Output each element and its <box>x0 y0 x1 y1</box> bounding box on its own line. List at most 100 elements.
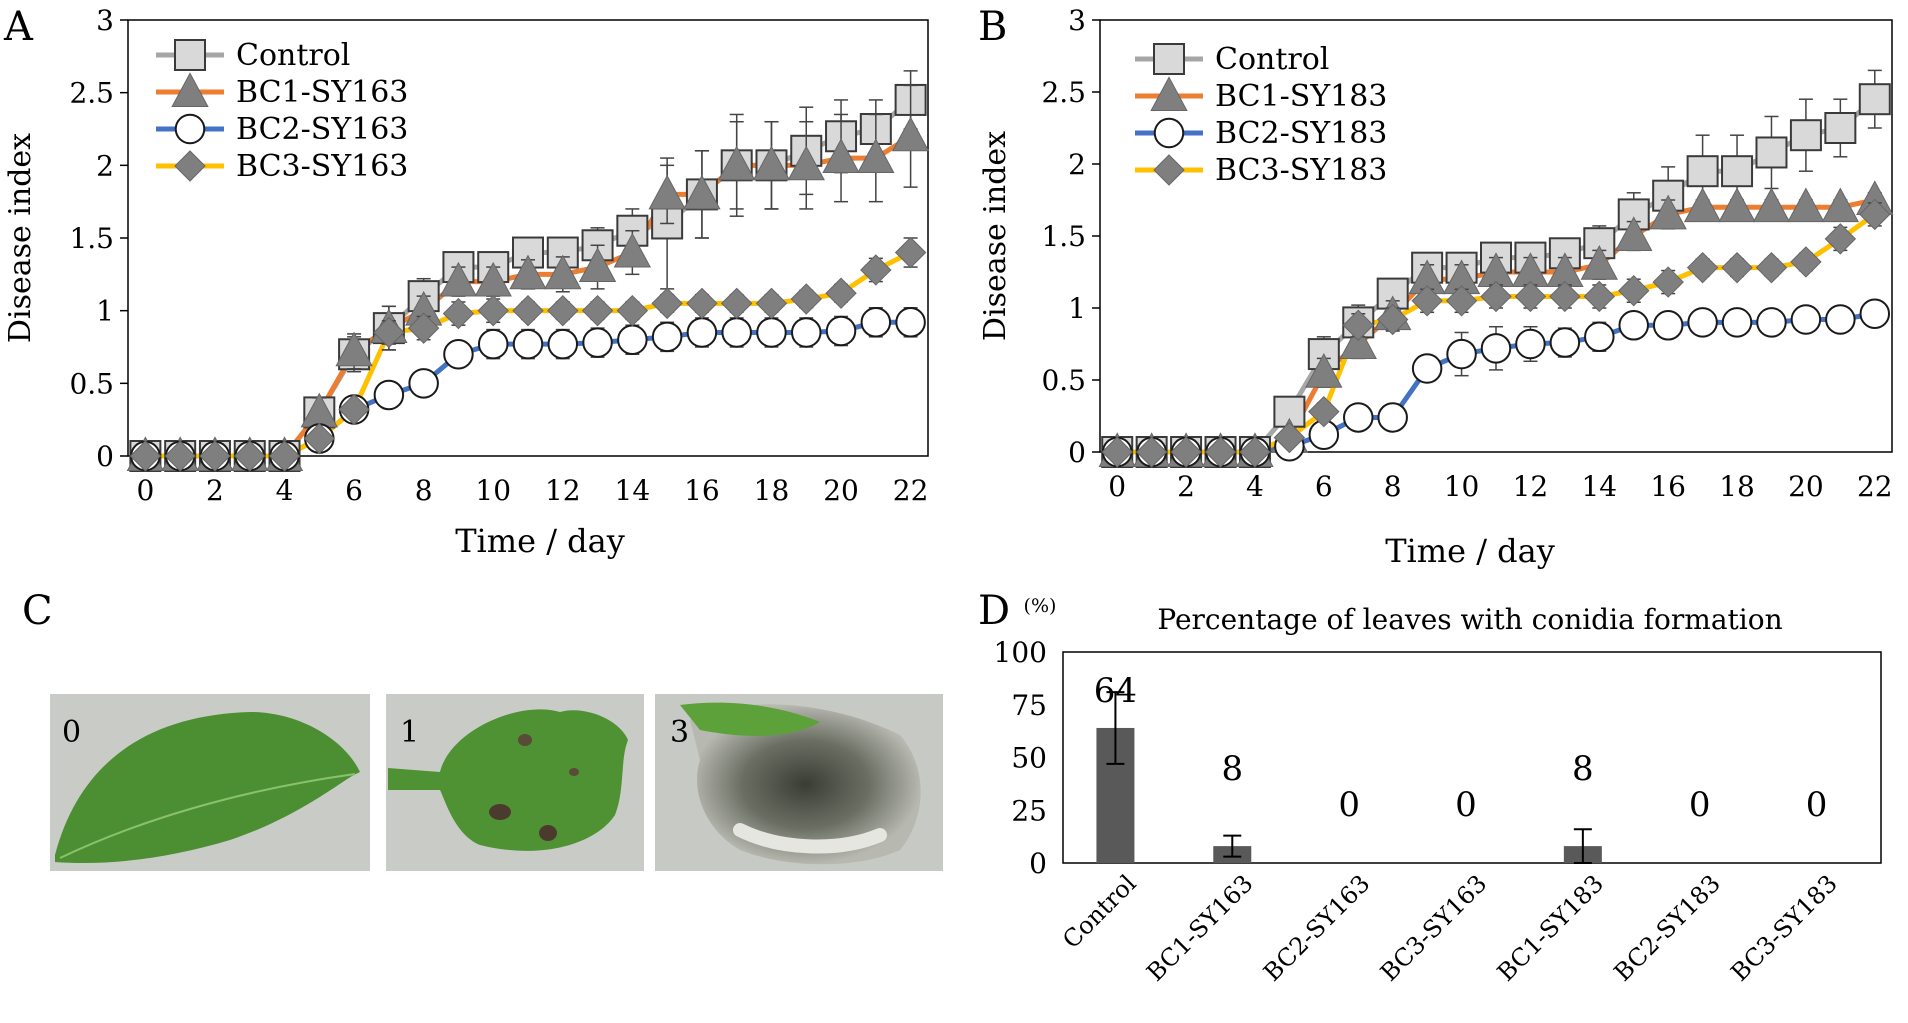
bc3-point <box>1790 246 1822 278</box>
bc2-point <box>895 307 926 338</box>
chart-b-ytick-label: 2.5 <box>1041 76 1086 109</box>
bc3-point <box>373 316 405 349</box>
bar-data-label: 0 <box>1338 785 1360 825</box>
bc2-point <box>1446 338 1477 370</box>
bc1-point <box>752 145 791 181</box>
bc2-point <box>860 307 892 338</box>
bc3-point <box>1135 436 1168 468</box>
bc3-point <box>338 393 370 426</box>
bc2-point <box>1549 327 1581 358</box>
bc1-point <box>1339 324 1377 359</box>
bc3-point <box>407 312 440 344</box>
bc3-point <box>1101 436 1133 468</box>
bc1-point <box>544 254 582 290</box>
chart-b-xtick-label: 12 <box>1513 470 1549 503</box>
chart-a-xtick-label: 14 <box>615 474 651 507</box>
panel-label-d: D <box>978 588 1010 634</box>
category-label: BC3-SY183 <box>1725 869 1842 986</box>
bc1-point <box>648 174 686 210</box>
bc3-point <box>1859 198 1891 231</box>
bc3-point <box>1652 266 1684 298</box>
legend-bc3-label: BC3-SY183 <box>1215 153 1387 188</box>
bc2-point <box>1411 353 1443 384</box>
chart-b-ylabel: Disease index <box>978 131 1013 341</box>
bc3-point <box>1755 251 1788 284</box>
bar-data-label: 0 <box>1689 785 1711 825</box>
bc2-point <box>1859 298 1891 330</box>
chart-a-ytick-label: 0 <box>96 440 114 473</box>
legend-bc2-label: BC2-SY163 <box>236 112 408 147</box>
bar-data-label: 0 <box>1806 785 1828 825</box>
bc3-point <box>129 440 162 472</box>
chart-d-unit: (%) <box>1024 595 1057 617</box>
chart-b-xtick-label: 4 <box>1246 470 1264 503</box>
bc2-point <box>1515 328 1546 360</box>
bc2-point <box>512 328 544 360</box>
chart-b-xtick-label: 20 <box>1788 470 1824 503</box>
bc3-point <box>303 422 336 455</box>
photo-label-0: 0 <box>62 715 81 750</box>
chart-a-xtick-label: 2 <box>206 474 224 507</box>
chart-b-ytick-label: 1.5 <box>1041 220 1086 253</box>
bc1-point <box>822 138 860 174</box>
chart-b-xtick-label: 14 <box>1581 470 1617 503</box>
bc3-point <box>1170 436 1202 468</box>
chart-b-xtick-label: 16 <box>1650 470 1686 503</box>
bc3-point <box>1824 223 1857 255</box>
chart-d-ytick-label: 25 <box>1011 794 1047 827</box>
category-label: BC1-SY183 <box>1492 869 1609 986</box>
bc2-point <box>1790 304 1822 335</box>
bc3-point <box>1686 251 1719 284</box>
bc3-point <box>825 277 857 309</box>
bc3-point <box>1342 309 1374 341</box>
bc2-point <box>373 379 405 411</box>
bc1-point <box>578 247 617 283</box>
chart-b-xlabel: Time / day <box>1385 532 1555 570</box>
chart-a-xtick-label: 18 <box>754 474 790 507</box>
bc3-point <box>686 287 718 320</box>
bc1-point <box>718 145 756 181</box>
chart-a-ytick-label: 2.5 <box>69 77 114 110</box>
chart-a-xtick-label: 20 <box>823 474 859 507</box>
bc3-point <box>651 287 683 320</box>
chart-a-xtick-label: 22 <box>893 474 929 507</box>
bc3-point <box>581 294 614 327</box>
bc3-point <box>720 287 753 320</box>
bc3-point <box>1204 436 1237 468</box>
chart-a-ytick-label: 1.5 <box>69 222 114 255</box>
leaf-photo-score-0: 0 <box>50 694 370 871</box>
legend-bc1-marker <box>171 72 209 107</box>
legend-control-label: Control <box>1215 42 1329 77</box>
lesion <box>539 825 557 841</box>
chart-a-ytick-label: 2 <box>96 149 114 182</box>
chart-a-xlabel: Time / day <box>455 522 625 560</box>
bc3-point <box>1445 285 1478 317</box>
bc2-point <box>1343 402 1374 433</box>
chart-a-xtick-label: 6 <box>345 474 363 507</box>
chart-a-xtick-label: 12 <box>545 474 581 507</box>
bc2-point <box>443 339 474 370</box>
bc1-point <box>857 138 895 174</box>
bc3-point <box>547 294 579 327</box>
bc2-point <box>1377 402 1408 433</box>
bc2-point <box>756 317 787 348</box>
bc1-point <box>683 174 721 210</box>
bc1-point <box>1649 194 1687 230</box>
legend-bc2-marker <box>1153 117 1185 149</box>
bc3-point <box>268 440 301 472</box>
bc3-point <box>860 254 892 286</box>
legend-control-label: Control <box>236 38 350 73</box>
bc2-point <box>477 328 509 360</box>
bc1-point <box>1683 187 1722 223</box>
bc1-point <box>1305 353 1343 388</box>
bc3-point <box>1721 251 1753 284</box>
bc3-point <box>616 294 649 327</box>
chart-b-ytick-label: 0 <box>1068 436 1086 469</box>
panel-label-a: A <box>3 4 34 50</box>
bc2-point <box>617 324 648 355</box>
legend-bc3-marker <box>1153 154 1185 186</box>
lesion <box>569 768 579 776</box>
chart-b-xtick-label: 18 <box>1719 470 1755 503</box>
